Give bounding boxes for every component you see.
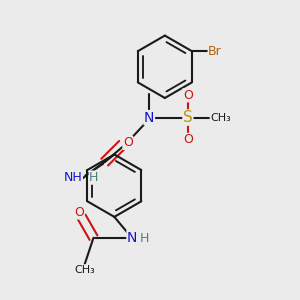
Text: CH₃: CH₃	[74, 265, 95, 275]
Text: NH: NH	[64, 170, 83, 184]
Text: O: O	[183, 89, 193, 102]
Text: O: O	[74, 206, 84, 219]
Text: H: H	[89, 171, 99, 184]
Text: N: N	[144, 111, 154, 124]
Text: S: S	[183, 110, 193, 125]
Text: O: O	[183, 134, 193, 146]
Text: CH₃: CH₃	[210, 112, 231, 123]
Text: Br: Br	[208, 45, 222, 58]
Text: N: N	[127, 231, 137, 245]
Text: O: O	[123, 136, 133, 149]
Text: H: H	[140, 232, 149, 245]
